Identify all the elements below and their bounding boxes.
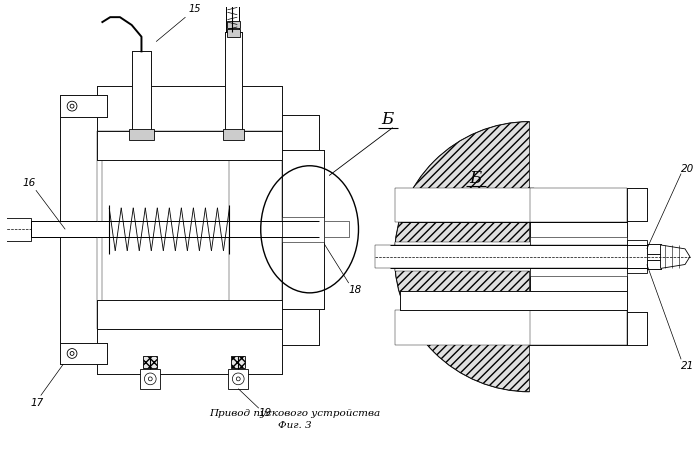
Wedge shape [395, 257, 530, 392]
Bar [627, 312, 647, 345]
Bar [97, 86, 282, 131]
Bar [647, 244, 661, 254]
Bar [97, 300, 282, 329]
Wedge shape [395, 122, 530, 257]
Text: 16: 16 [22, 178, 36, 188]
Bar [141, 369, 160, 389]
Bar [60, 115, 97, 345]
Text: 17: 17 [30, 398, 43, 408]
Bar [530, 237, 627, 276]
Bar [227, 21, 240, 28]
Text: Фиг. 3: Фиг. 3 [278, 421, 312, 430]
Bar [395, 188, 535, 222]
Text: 15: 15 [188, 4, 201, 14]
Polygon shape [661, 245, 690, 268]
Bar [400, 291, 627, 311]
Bar [627, 312, 647, 345]
Bar [97, 329, 282, 374]
Bar [97, 131, 282, 160]
Bar [400, 291, 627, 311]
Bar [530, 188, 627, 345]
Bar [132, 51, 151, 138]
Bar [97, 131, 282, 160]
Bar [97, 131, 282, 329]
Bar [97, 329, 282, 374]
Bar [627, 240, 647, 273]
Bar [144, 356, 157, 368]
Bar [60, 95, 107, 117]
Bar [60, 343, 107, 364]
Bar [282, 150, 324, 310]
Bar [282, 217, 324, 242]
Bar [223, 128, 244, 140]
Circle shape [70, 351, 74, 355]
Bar [97, 300, 282, 329]
Bar [225, 32, 242, 138]
Bar [60, 95, 107, 117]
Circle shape [144, 373, 156, 385]
Bar [97, 86, 282, 131]
Bar [647, 260, 661, 269]
Text: 19: 19 [259, 408, 272, 418]
Bar [627, 188, 647, 221]
Circle shape [237, 377, 240, 381]
Bar [102, 155, 230, 305]
Text: 18: 18 [349, 285, 362, 295]
Bar [647, 244, 661, 254]
Circle shape [148, 377, 152, 381]
Bar [375, 245, 647, 268]
Bar [627, 188, 647, 221]
Text: 21: 21 [681, 361, 694, 371]
Bar [530, 311, 627, 345]
Bar [129, 128, 154, 140]
Bar [647, 260, 661, 269]
Bar [228, 369, 248, 389]
Bar [282, 150, 324, 310]
Bar [282, 115, 319, 345]
Bar [282, 115, 319, 345]
Bar [60, 115, 97, 345]
Bar [530, 188, 627, 345]
Bar [232, 356, 245, 368]
Circle shape [67, 101, 77, 111]
Bar [60, 343, 107, 364]
Bar [1, 217, 31, 241]
Circle shape [67, 349, 77, 358]
Text: 20: 20 [681, 164, 694, 174]
Bar [395, 311, 535, 345]
Bar [227, 29, 240, 37]
Text: Б: Б [470, 170, 482, 187]
Text: Б: Б [382, 111, 394, 128]
Bar [225, 0, 239, 32]
Circle shape [232, 373, 244, 385]
Bar [0, 254, 5, 271]
Bar [225, 32, 242, 138]
Text: Привод пускового устройства: Привод пускового устройства [209, 409, 381, 418]
Bar [132, 51, 151, 138]
Bar [395, 242, 535, 271]
Bar [31, 222, 349, 237]
Circle shape [70, 104, 74, 108]
Bar [530, 188, 627, 222]
